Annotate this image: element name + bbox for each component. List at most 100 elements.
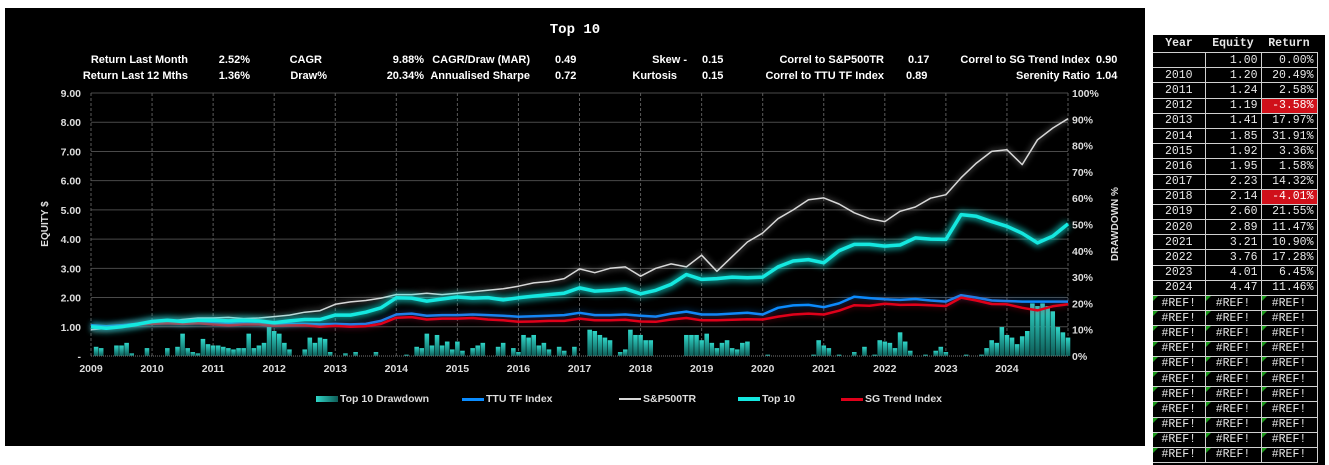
- return-cell[interactable]: 31.91%: [1261, 128, 1318, 145]
- year-cell[interactable]: #REF!: [1153, 432, 1206, 448]
- y-tick-label: 1.00: [61, 322, 82, 334]
- table-row: 2013 1.41 17.97%: [1153, 113, 1318, 129]
- return-cell[interactable]: #REF!: [1261, 325, 1318, 342]
- equity-cell[interactable]: 4.01: [1205, 265, 1262, 281]
- year-cell[interactable]: 2020: [1153, 219, 1206, 236]
- year-cell[interactable]: 2015: [1153, 143, 1206, 160]
- return-cell[interactable]: 6.45%: [1261, 265, 1318, 281]
- year-cell[interactable]: #REF!: [1153, 401, 1206, 418]
- drawdown-bar: [266, 327, 272, 356]
- return-cell[interactable]: #REF!: [1261, 356, 1318, 372]
- year-cell[interactable]: #REF!: [1153, 386, 1206, 403]
- equity-cell[interactable]: 2.14: [1205, 189, 1262, 205]
- equity-cell[interactable]: 4.47: [1205, 280, 1262, 297]
- equity-cell[interactable]: 1.19: [1205, 98, 1262, 114]
- return-cell[interactable]: 11.47%: [1261, 219, 1318, 236]
- return-cell[interactable]: -3.58%: [1261, 98, 1318, 114]
- year-cell[interactable]: 2019: [1153, 204, 1206, 221]
- return-cell[interactable]: 3.36%: [1261, 143, 1318, 160]
- year-cell[interactable]: #REF!: [1153, 325, 1206, 342]
- chart-title: Top 10: [549, 22, 601, 38]
- return-cell[interactable]: 10.90%: [1261, 234, 1318, 251]
- year-cell[interactable]: #REF!: [1153, 417, 1206, 433]
- year-cell[interactable]: #REF!: [1153, 447, 1206, 464]
- year-cell[interactable]: 2022: [1153, 249, 1206, 266]
- equity-cell[interactable]: #REF!: [1205, 432, 1262, 448]
- year-cell[interactable]: 2024: [1153, 280, 1206, 297]
- return-cell[interactable]: 1.58%: [1261, 158, 1318, 175]
- return-cell[interactable]: #REF!: [1261, 371, 1318, 388]
- equity-cell[interactable]: #REF!: [1205, 356, 1262, 372]
- year-cell[interactable]: #REF!: [1153, 371, 1206, 388]
- equity-cell[interactable]: 1.41: [1205, 113, 1262, 129]
- legend-label: SG Trend Index: [865, 393, 943, 405]
- equity-cell[interactable]: 1.95: [1205, 158, 1262, 175]
- y2-tick-label: 60%: [1072, 193, 1094, 205]
- return-cell[interactable]: 2.58%: [1261, 82, 1318, 99]
- return-cell[interactable]: #REF!: [1261, 447, 1318, 464]
- table-row: #REF! #REF! #REF!: [1153, 447, 1318, 464]
- equity-cell[interactable]: #REF!: [1205, 447, 1262, 464]
- equity-cell[interactable]: #REF!: [1205, 341, 1262, 357]
- year-cell[interactable]: #REF!: [1153, 356, 1206, 372]
- drawdown-bar: [180, 333, 185, 356]
- equity-cell[interactable]: #REF!: [1205, 401, 1262, 418]
- return-cell[interactable]: 20.49%: [1261, 67, 1318, 84]
- year-cell[interactable]: 2021: [1153, 234, 1206, 251]
- year-cell[interactable]: 2011: [1153, 82, 1206, 99]
- year-cell[interactable]: 2012: [1153, 98, 1206, 114]
- series-line-top-10: [90, 212, 1070, 330]
- return-cell[interactable]: #REF!: [1261, 310, 1318, 327]
- year-cell[interactable]: #REF!: [1153, 295, 1206, 312]
- return-cell[interactable]: #REF!: [1261, 417, 1318, 433]
- return-cell[interactable]: #REF!: [1261, 295, 1318, 312]
- drawdown-bar: [623, 349, 628, 356]
- drawdown-bar: [185, 348, 190, 356]
- equity-cell[interactable]: #REF!: [1205, 417, 1262, 433]
- equity-cell[interactable]: #REF!: [1205, 371, 1262, 388]
- drawdown-bar: [424, 333, 430, 356]
- drawdown-bar: [1004, 334, 1010, 356]
- year-cell[interactable]: #REF!: [1153, 341, 1206, 357]
- return-cell[interactable]: 11.46%: [1261, 280, 1318, 297]
- return-cell[interactable]: 17.28%: [1261, 249, 1318, 266]
- year-cell[interactable]: 2017: [1153, 174, 1206, 190]
- equity-cell[interactable]: 1.24: [1205, 82, 1262, 99]
- year-cell[interactable]: 2018: [1153, 189, 1206, 205]
- year-cell[interactable]: 2023: [1153, 265, 1206, 281]
- equity-cell[interactable]: 3.76: [1205, 249, 1262, 266]
- equity-cell[interactable]: 1.85: [1205, 128, 1262, 145]
- year-cell[interactable]: #REF!: [1153, 310, 1206, 327]
- return-cell[interactable]: 17.97%: [1261, 113, 1318, 129]
- return-cell[interactable]: #REF!: [1261, 386, 1318, 403]
- year-cell[interactable]: 2013: [1153, 113, 1206, 129]
- equity-cell[interactable]: 1.92: [1205, 143, 1262, 160]
- equity-cell[interactable]: 1.20: [1205, 67, 1262, 84]
- equity-cell[interactable]: #REF!: [1205, 310, 1262, 327]
- equity-cell[interactable]: #REF!: [1205, 325, 1262, 342]
- year-cell[interactable]: 2010: [1153, 67, 1206, 84]
- return-cell[interactable]: #REF!: [1261, 341, 1318, 357]
- x-tick-label: 2010: [140, 363, 164, 375]
- stat-label-correl-sp: Correl to S&P500TR: [779, 54, 884, 66]
- drawdown-bar: [195, 353, 201, 356]
- drawdown-bar: [887, 342, 893, 356]
- equity-cell[interactable]: #REF!: [1205, 295, 1262, 312]
- year-cell[interactable]: 2016: [1153, 158, 1206, 175]
- year-cell[interactable]: [1153, 52, 1206, 69]
- return-cell[interactable]: 14.32%: [1261, 174, 1318, 190]
- equity-cell[interactable]: #REF!: [1205, 386, 1262, 403]
- equity-cell[interactable]: 3.21: [1205, 234, 1262, 251]
- return-cell[interactable]: -4.01%: [1261, 189, 1318, 205]
- return-cell[interactable]: 0.00%: [1261, 52, 1318, 69]
- equity-cell[interactable]: 2.60: [1205, 204, 1262, 221]
- equity-cell[interactable]: 2.89: [1205, 219, 1262, 236]
- return-cell[interactable]: #REF!: [1261, 432, 1318, 448]
- equity-cell[interactable]: 2.23: [1205, 174, 1262, 190]
- x-tick-label: 2022: [873, 363, 897, 375]
- stat-label-cagr: CAGR: [289, 54, 322, 66]
- return-cell[interactable]: #REF!: [1261, 401, 1318, 418]
- equity-cell[interactable]: 1.00: [1205, 52, 1262, 69]
- return-cell[interactable]: 21.55%: [1261, 204, 1318, 221]
- year-cell[interactable]: 2014: [1153, 128, 1206, 145]
